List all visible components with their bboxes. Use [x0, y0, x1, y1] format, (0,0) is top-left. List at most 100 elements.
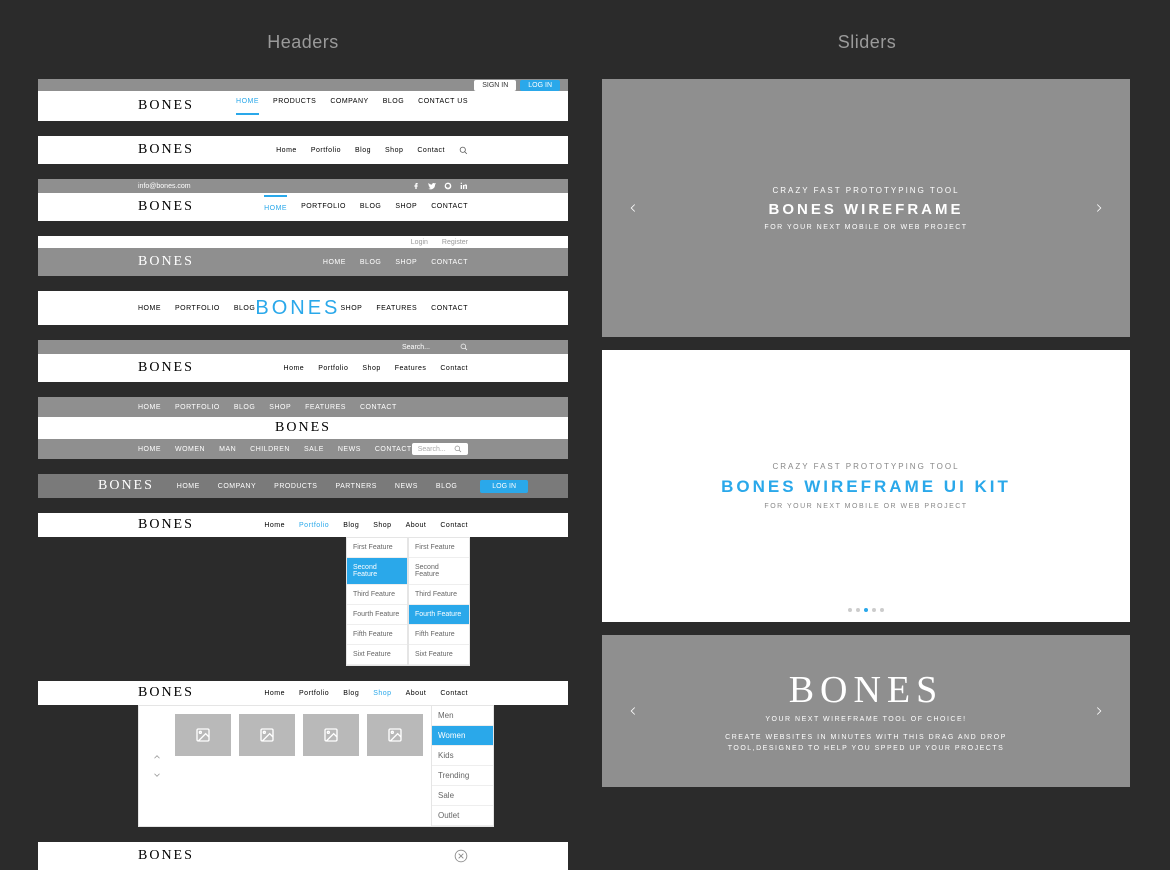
nav-shop[interactable]: Shop	[362, 365, 380, 372]
nav-man[interactable]: MAN	[219, 446, 236, 453]
register-link[interactable]: Register	[442, 239, 468, 246]
dd-item[interactable]: Fifth Feature	[347, 625, 407, 645]
dd-item[interactable]: First Feature	[409, 538, 469, 558]
nav-sale[interactable]: SALE	[304, 446, 324, 453]
nav-home[interactable]: Home	[276, 147, 297, 154]
nav-contact[interactable]: CONTACT	[431, 305, 468, 312]
nav-home[interactable]: Home	[264, 690, 285, 697]
mega-thumb-3[interactable]	[303, 714, 359, 756]
nav-blog[interactable]: BLOG	[383, 98, 404, 115]
dot[interactable]	[880, 608, 884, 612]
nav-portfolio[interactable]: Portfolio	[299, 690, 329, 697]
nav-children[interactable]: CHILDREN	[250, 446, 290, 453]
linkedin-icon[interactable]	[460, 182, 468, 190]
nav-portfolio[interactable]: PORTFOLIO	[301, 203, 346, 212]
nav-blog[interactable]: BLOG	[436, 483, 457, 490]
nav-features[interactable]: Features	[395, 365, 427, 372]
dot[interactable]	[856, 608, 860, 612]
nav-blog[interactable]: Blog	[343, 690, 359, 697]
dd-item[interactable]: Sixt Feature	[409, 645, 469, 665]
nav-news[interactable]: NEWS	[338, 446, 361, 453]
nav-portfolio[interactable]: Portfolio	[311, 147, 341, 154]
nav-features[interactable]: FEATURES	[376, 305, 417, 312]
nav-shop[interactable]: Shop	[373, 690, 391, 697]
login-link[interactable]: Login	[411, 239, 428, 246]
next-arrow-icon[interactable]	[1092, 195, 1106, 221]
nav-shop[interactable]: SHOP	[395, 203, 417, 212]
nav-contact[interactable]: CONTACT US	[418, 98, 468, 115]
nav-home[interactable]: HOME	[177, 483, 200, 490]
nav-home[interactable]: HOME	[138, 305, 161, 312]
nav-home[interactable]: HOME	[264, 195, 287, 212]
pinterest-icon[interactable]	[444, 182, 452, 190]
nav-shop[interactable]: Shop	[385, 147, 403, 154]
nav-shop[interactable]: SHOP	[341, 305, 363, 312]
prev-arrow-icon[interactable]	[626, 195, 640, 221]
nav-about[interactable]: About	[406, 522, 427, 529]
nav-portfolio[interactable]: PORTFOLIO	[175, 404, 220, 411]
nav-home[interactable]: HOME	[138, 446, 161, 453]
nav-home[interactable]: HOME	[138, 404, 161, 411]
mega-item[interactable]: Outlet	[432, 806, 493, 826]
dd-item[interactable]: Fourth Feature	[409, 605, 469, 625]
nav-contact[interactable]: CONTACT	[431, 203, 468, 212]
mega-item[interactable]: Men	[432, 706, 493, 726]
nav-partners[interactable]: PARTNERS	[335, 483, 376, 490]
nav-contact[interactable]: Contact	[417, 147, 445, 154]
nav-home[interactable]: HOME	[236, 98, 259, 115]
chevron-up-icon[interactable]	[151, 752, 163, 762]
dot[interactable]	[872, 608, 876, 612]
nav-blog[interactable]: Blog	[355, 147, 371, 154]
dot[interactable]	[848, 608, 852, 612]
nav-shop[interactable]: Shop	[373, 522, 391, 529]
nav-news[interactable]: NEWS	[395, 483, 418, 490]
nav-company[interactable]: COMPANY	[330, 98, 368, 115]
dd-item[interactable]: Second Feature	[347, 558, 407, 585]
nav-blog[interactable]: BLOG	[234, 404, 255, 411]
nav-contact[interactable]: CONTACT	[375, 446, 412, 453]
nav-contact[interactable]: CONTACT	[431, 259, 468, 266]
nav-blog[interactable]: BLOG	[234, 305, 255, 312]
dot[interactable]	[864, 608, 868, 612]
dd-item[interactable]: Third Feature	[409, 585, 469, 605]
login-button[interactable]: LOG IN	[480, 480, 528, 493]
search-input[interactable]: Search...	[412, 443, 468, 455]
dd-item[interactable]: Sixt Feature	[347, 645, 407, 665]
nav-blog[interactable]: Blog	[343, 522, 359, 529]
nav-products[interactable]: PRODUCTS	[274, 483, 317, 490]
dd-item[interactable]: First Feature	[347, 538, 407, 558]
nav-portfolio[interactable]: Portfolio	[318, 365, 348, 372]
nav-products[interactable]: PRODUCTS	[273, 98, 316, 115]
prev-arrow-icon[interactable]	[626, 698, 640, 724]
mega-item[interactable]: Kids	[432, 746, 493, 766]
mega-item[interactable]: Trending	[432, 766, 493, 786]
nav-women[interactable]: WOMEN	[175, 446, 205, 453]
nav-contact[interactable]: Contact	[440, 690, 468, 697]
nav-home[interactable]: Home	[264, 522, 285, 529]
nav-contact[interactable]: Contact	[440, 522, 468, 529]
search-icon[interactable]	[460, 343, 468, 351]
nav-contact[interactable]: CONTACT	[360, 404, 397, 411]
nav-portfolio[interactable]: PORTFOLIO	[175, 305, 220, 312]
nav-features[interactable]: FEATURES	[305, 404, 346, 411]
search-icon[interactable]	[459, 146, 468, 155]
twitter-icon[interactable]	[428, 182, 436, 190]
nav-shop[interactable]: SHOP	[269, 404, 291, 411]
chevron-down-icon[interactable]	[151, 770, 163, 780]
signin-button[interactable]: SIGN IN	[474, 80, 516, 91]
dd-item[interactable]: Fourth Feature	[347, 605, 407, 625]
nav-portfolio[interactable]: Portfolio	[299, 522, 329, 529]
nav-blog[interactable]: BLOG	[360, 259, 381, 266]
nav-home[interactable]: HOME	[323, 259, 346, 266]
nav-about[interactable]: About	[406, 690, 427, 697]
login-button[interactable]: LOG IN	[520, 80, 560, 91]
dd-item[interactable]: Fifth Feature	[409, 625, 469, 645]
mega-item[interactable]: Women	[432, 726, 493, 746]
search-placeholder[interactable]: Search...	[402, 344, 430, 351]
close-icon[interactable]	[454, 849, 468, 863]
dd-item[interactable]: Second Feature	[409, 558, 469, 585]
mega-thumb-4[interactable]	[367, 714, 423, 756]
nav-shop[interactable]: SHOP	[395, 259, 417, 266]
facebook-icon[interactable]	[412, 182, 420, 190]
nav-contact[interactable]: Contact	[440, 365, 468, 372]
